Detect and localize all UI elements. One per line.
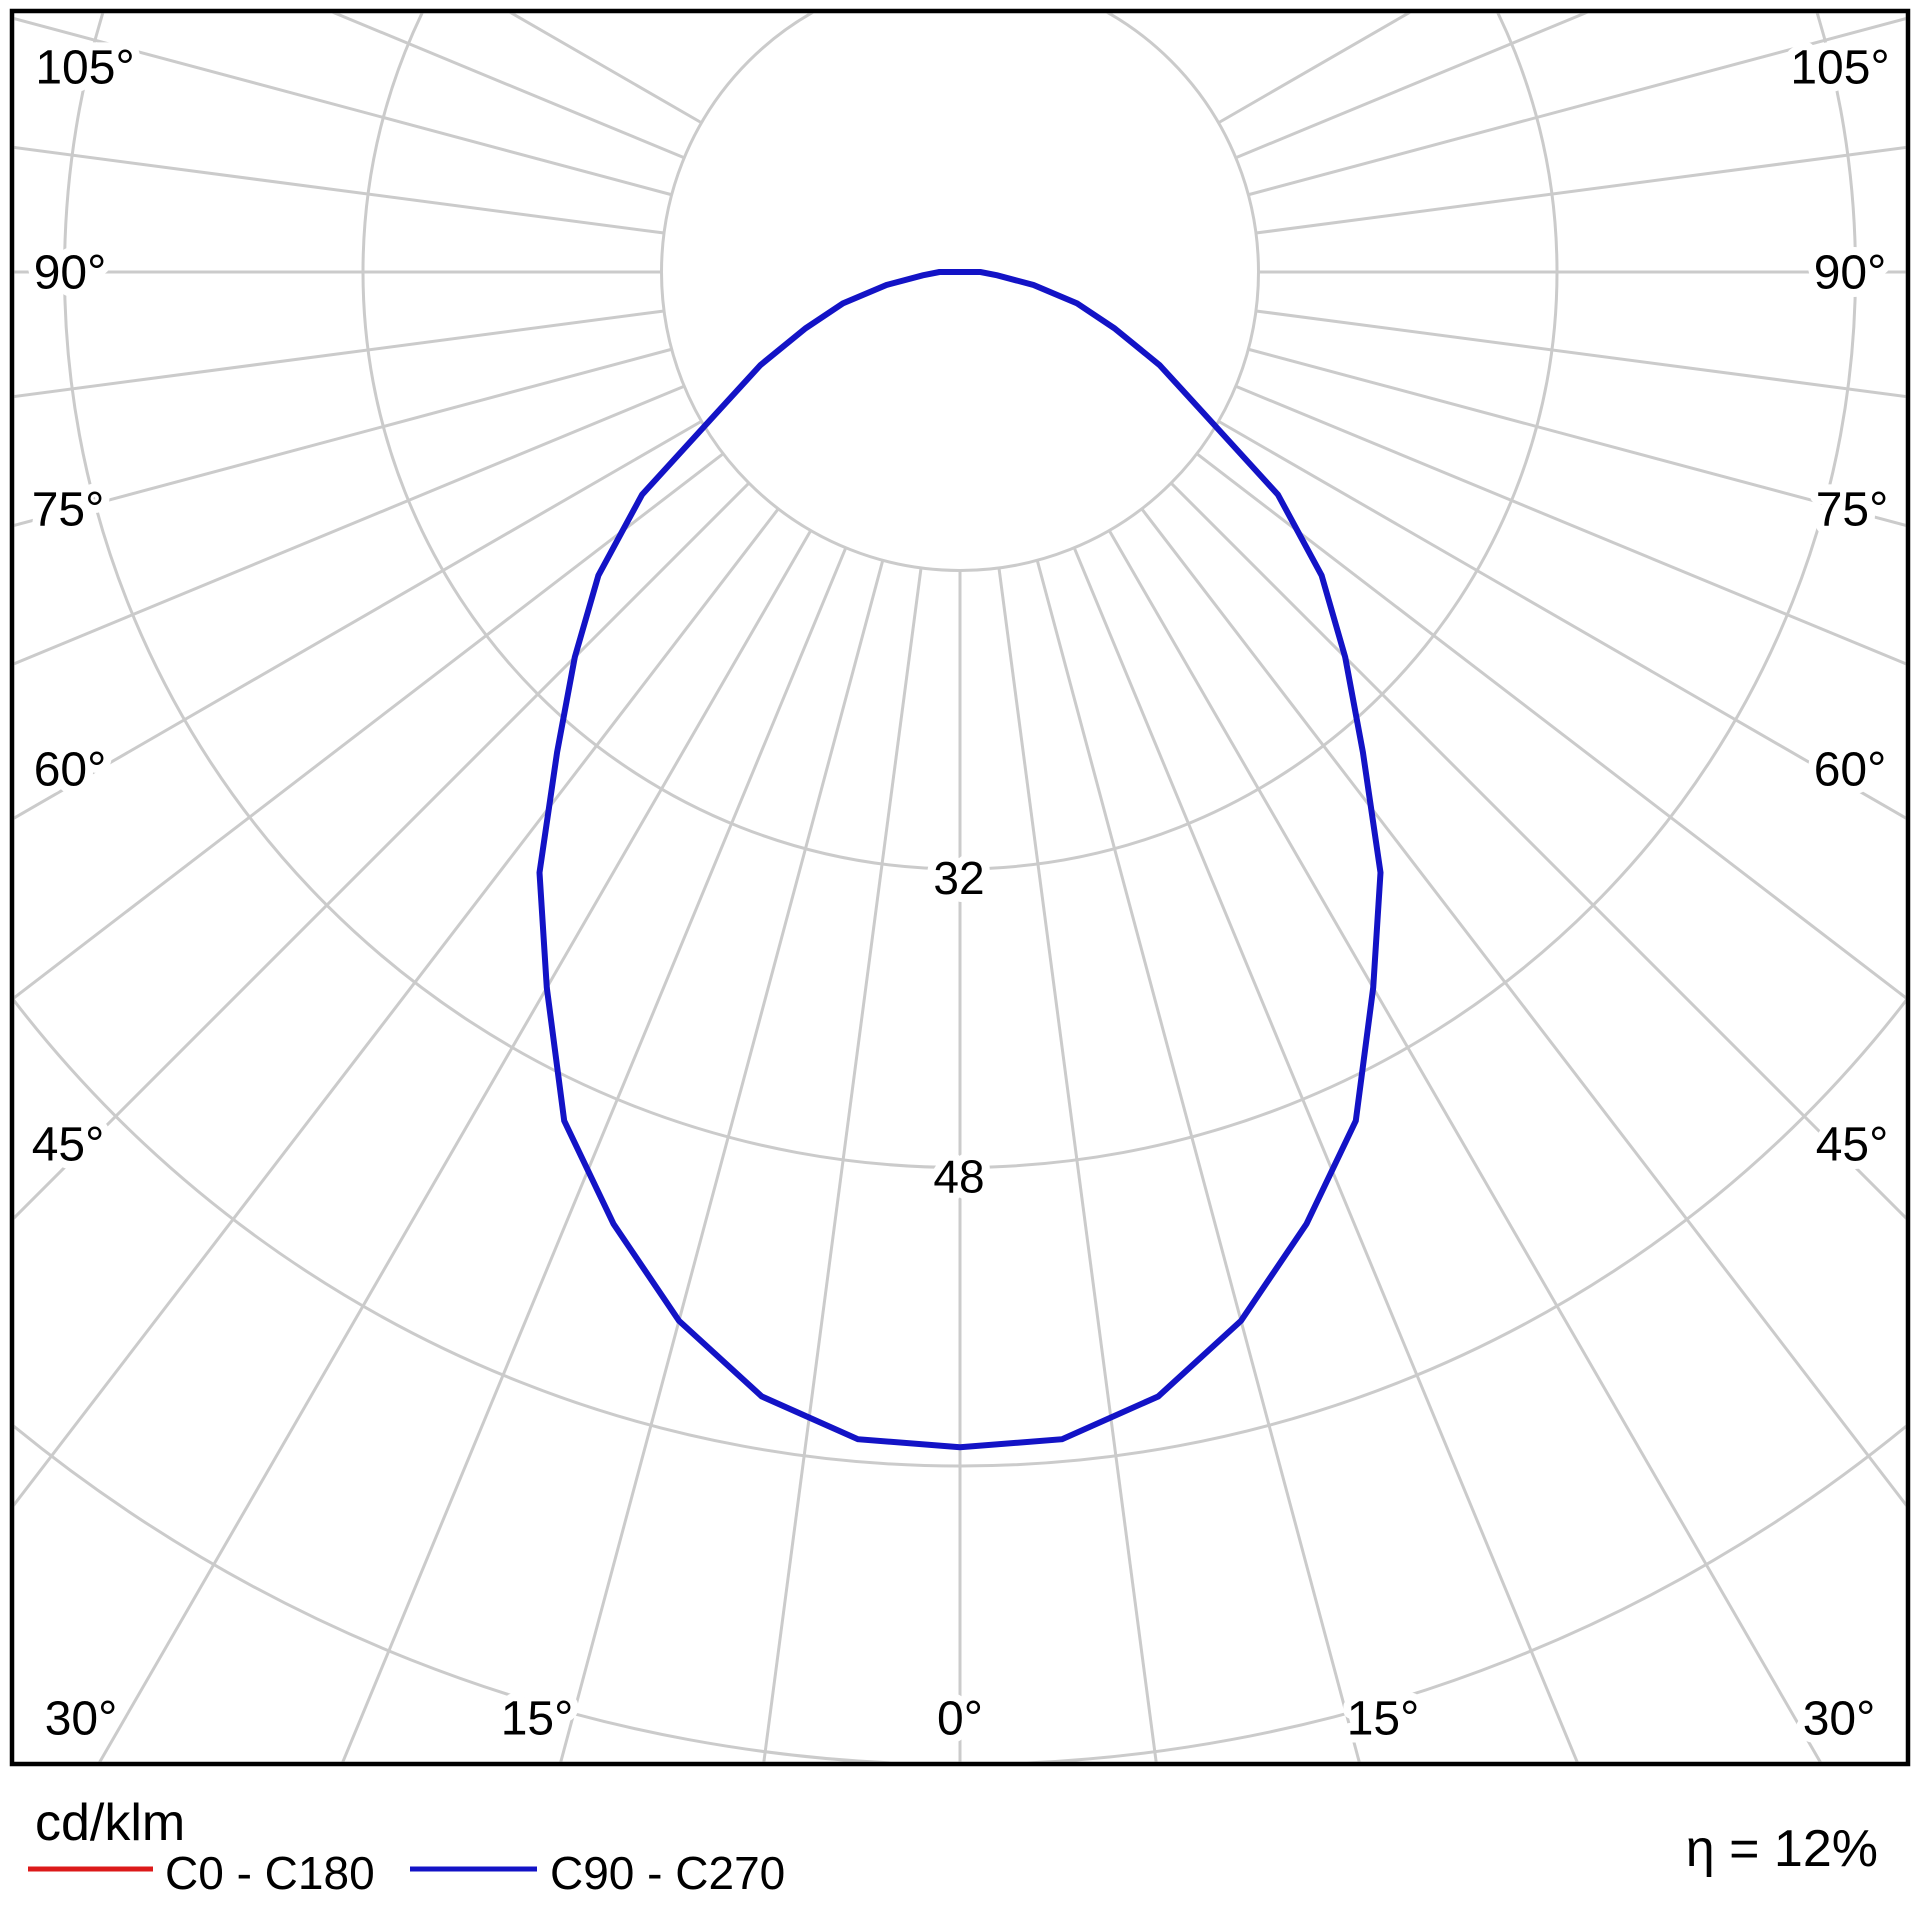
- grid-radial-45: [1170, 482, 1906, 1220]
- angle-label-right-45: 45°: [1816, 1119, 1889, 1172]
- legend-label-c90-c270: C90 - C270: [550, 1847, 785, 1899]
- grid-radial--45: [14, 482, 750, 1220]
- grid-ring-16: [660, 13, 1260, 572]
- chart-footer: cd/klm C0 - C180 C90 - C270 η = 12%: [28, 1794, 1878, 1899]
- grid-radial--22.5: [341, 547, 848, 1762]
- grid-radial-7.5: [997, 567, 1158, 1762]
- grid-radial--97.5: [14, 146, 665, 235]
- grid-radial-97.5: [1255, 146, 1906, 235]
- efficiency-label: η = 12%: [1686, 1820, 1878, 1878]
- angle-label-bottom-15: 15°: [1347, 1693, 1420, 1746]
- grid-radial-15: [1035, 559, 1361, 1762]
- angle-label-left-75: 75°: [32, 484, 105, 537]
- grid-radial--7.5: [762, 567, 923, 1762]
- grid-radial-60: [1217, 419, 1906, 820]
- angle-label-right-105: 105°: [1790, 42, 1889, 95]
- angle-label-right-90: 90°: [1814, 247, 1887, 300]
- angle-label-left-105: 105°: [35, 42, 134, 95]
- angle-label-right-30: 30°: [1803, 1693, 1876, 1746]
- angle-label-left-45: 45°: [32, 1119, 105, 1172]
- grid-radial-82.5: [1255, 309, 1906, 398]
- grid-radial--60: [14, 419, 703, 820]
- legend-label-c0-c180: C0 - C180: [165, 1847, 375, 1899]
- ring-value-labels: 32 48: [925, 844, 992, 1211]
- grid-radial--52.5: [14, 452, 725, 1000]
- grid-radial-67.5: [1235, 384, 1906, 666]
- grid-radial--15: [559, 559, 885, 1762]
- angle-labels: 105° 90° 75° 60° 45° 30° 105° 90° 75° 60° 45° 30° 15…: [24, 34, 1898, 1754]
- intensity-curves: [536, 269, 1384, 1451]
- grid-radial-105: [1247, 17, 1906, 197]
- grid-radial-75: [1247, 347, 1906, 527]
- angle-label-right-60: 60°: [1814, 744, 1887, 797]
- grid-radial--75: [14, 347, 673, 527]
- plot-frame: [9, 8, 1911, 1767]
- grid-radial--82.5: [14, 309, 665, 398]
- grid-radial-37.5: [1140, 507, 1906, 1507]
- grid-radial--105: [14, 17, 673, 197]
- grid-radial-30: [1107, 529, 1822, 1762]
- grid-radial-52.5: [1195, 452, 1906, 1000]
- angle-label-right-75: 75°: [1816, 484, 1889, 537]
- grid-radial--30: [98, 529, 813, 1762]
- units-label: cd/klm: [35, 1794, 185, 1852]
- ring-label-48: 48: [933, 1151, 984, 1203]
- ring-label-32: 32: [933, 852, 984, 904]
- angle-label-bottom-0: 0°: [937, 1693, 983, 1746]
- grid-radial--67.5: [14, 384, 685, 666]
- angle-label-left-30: 30°: [45, 1693, 118, 1746]
- angle-label-left-90: 90°: [34, 247, 107, 300]
- grid-radial--37.5: [14, 507, 780, 1507]
- angle-label-left-60: 60°: [34, 744, 107, 797]
- angle-label-bottom-15: 15°: [501, 1693, 574, 1746]
- grid-radial-22.5: [1072, 547, 1579, 1762]
- curve-C90-C270: [536, 269, 1384, 1451]
